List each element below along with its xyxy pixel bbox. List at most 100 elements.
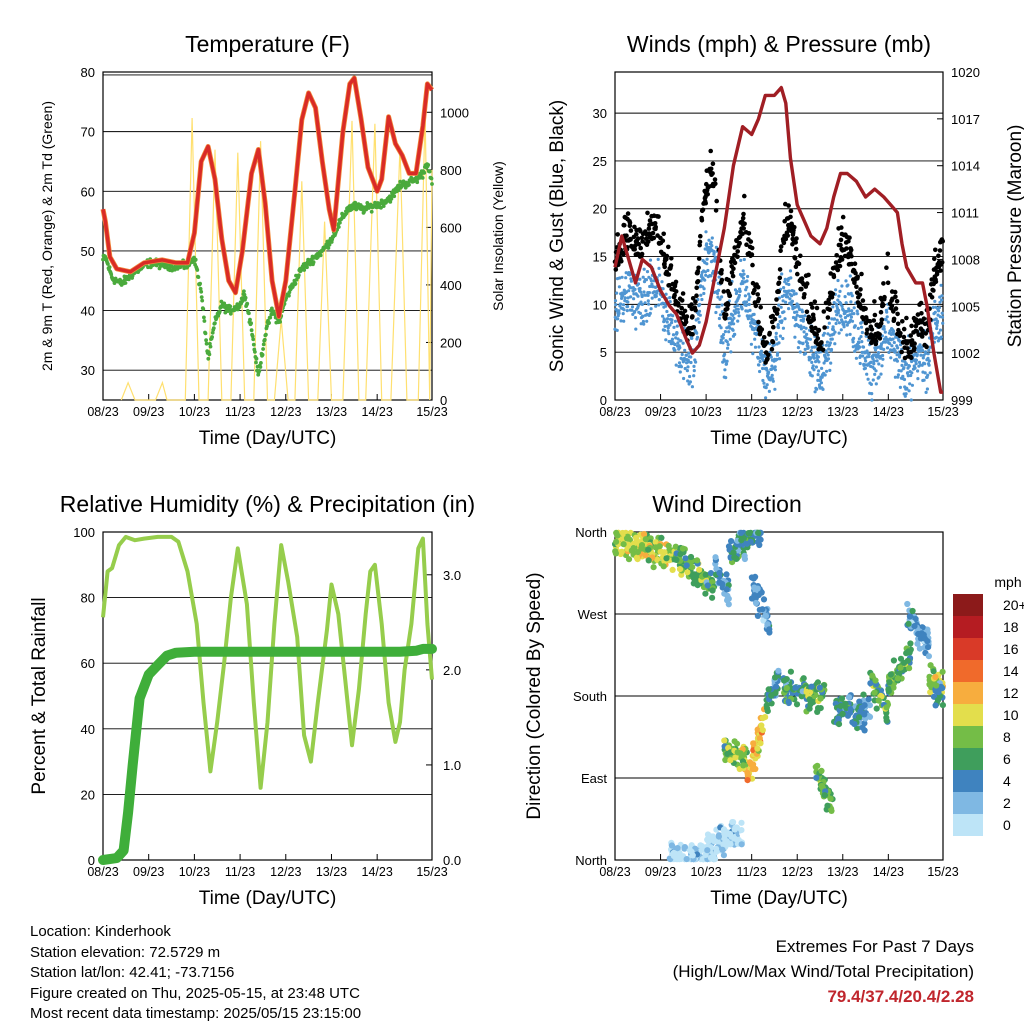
- gust-point: [666, 244, 671, 250]
- direction-point: [766, 629, 773, 636]
- wind-point: [934, 335, 939, 339]
- wind-point: [936, 313, 940, 317]
- wind-point: [858, 361, 862, 366]
- wind-point: [802, 317, 806, 321]
- wind-point: [876, 351, 881, 355]
- y-tick-label: 0: [88, 853, 95, 868]
- wind-point: [618, 276, 622, 280]
- gust-point: [694, 293, 699, 299]
- wind-point: [936, 339, 941, 343]
- gust-point: [732, 245, 737, 250]
- gust-point: [852, 261, 858, 267]
- wind-point: [803, 351, 808, 356]
- wind-point: [787, 289, 791, 293]
- y2-tick-label: 999: [951, 393, 973, 408]
- gust-point: [759, 327, 765, 332]
- wind-point: [767, 389, 772, 393]
- gust-point: [821, 309, 827, 314]
- gust-point: [923, 331, 929, 336]
- x-tick-label: 10/23: [690, 865, 721, 879]
- dewpoint-point: [296, 273, 301, 278]
- x-tick-label: 14/23: [873, 405, 904, 419]
- dewpoint-point: [336, 225, 341, 229]
- wind-point: [940, 298, 944, 302]
- dewpoint-point: [415, 180, 420, 185]
- wind-point: [800, 310, 805, 314]
- gust-point: [619, 259, 624, 264]
- wind-point: [843, 295, 847, 299]
- gust-point: [793, 246, 799, 252]
- wind-point: [797, 307, 802, 312]
- elevation-text: Station elevation: 72.5729 m: [30, 943, 221, 961]
- gust-point: [904, 315, 909, 321]
- gust-point: [719, 268, 724, 273]
- wind-point: [703, 270, 708, 274]
- gust-point: [936, 253, 941, 259]
- direction-point: [652, 539, 659, 546]
- direction-point: [934, 697, 942, 704]
- gust-point: [788, 208, 794, 214]
- direction-point: [633, 554, 641, 561]
- direction-point: [613, 538, 620, 545]
- dewpoint-point: [204, 338, 209, 343]
- dewpoint-point: [257, 369, 262, 373]
- wind-point: [813, 390, 817, 394]
- wind-point: [790, 299, 795, 303]
- colorbar-swatch: [953, 792, 983, 814]
- wind-point: [702, 291, 706, 296]
- wind-point: [895, 359, 900, 363]
- wind-point: [856, 326, 860, 330]
- wind-point: [774, 337, 779, 341]
- wind-point: [904, 362, 909, 366]
- wind-point: [831, 328, 836, 332]
- wind-point: [839, 328, 843, 332]
- direction-point: [808, 683, 815, 690]
- wind-point: [784, 300, 788, 304]
- wind-point: [821, 387, 825, 391]
- gust-point: [695, 269, 701, 274]
- wind-point: [776, 325, 781, 330]
- wind-point: [723, 330, 728, 334]
- direction-point: [750, 740, 757, 747]
- gust-point: [825, 315, 831, 320]
- wind-point: [836, 311, 840, 315]
- dewpoint-point: [198, 281, 203, 286]
- dewpoint-point: [262, 337, 267, 342]
- wind-point: [759, 349, 764, 353]
- wind-point: [783, 317, 787, 321]
- wind-point: [664, 304, 668, 308]
- y-tick-label: South: [573, 689, 607, 704]
- x-axis-label: Time (Day/UTC): [710, 428, 848, 449]
- gust-point: [793, 240, 798, 245]
- wind-point: [668, 323, 672, 327]
- direction-point: [755, 529, 762, 537]
- wind-point: [636, 294, 640, 298]
- dewpoint-point: [245, 301, 250, 306]
- direction-point: [752, 573, 759, 581]
- dewpoint-point: [389, 197, 394, 201]
- direction-point: [837, 703, 844, 710]
- gust-point: [804, 281, 810, 286]
- wind-point: [687, 351, 691, 355]
- wind-point: [937, 309, 941, 313]
- wind-point: [782, 310, 786, 314]
- direction-point: [720, 827, 727, 834]
- wind-point: [826, 357, 831, 361]
- wind-point: [881, 353, 885, 358]
- x-tick-label: 12/23: [782, 405, 813, 419]
- direction-point: [683, 856, 690, 863]
- gust-point: [783, 236, 789, 242]
- dewpoint-point: [251, 342, 256, 347]
- gust-point: [735, 249, 740, 254]
- wind-point: [940, 315, 945, 319]
- wind-point: [935, 326, 939, 331]
- wind-point: [875, 355, 879, 359]
- y-axis-label: Sonic Wind & Gust (Blue, Black): [547, 100, 568, 372]
- gust-point: [778, 244, 784, 249]
- wind-point: [812, 368, 816, 372]
- gust-point: [799, 286, 804, 292]
- dewpoint-point: [217, 309, 222, 314]
- gust-point: [639, 251, 645, 257]
- direction-point: [752, 599, 760, 607]
